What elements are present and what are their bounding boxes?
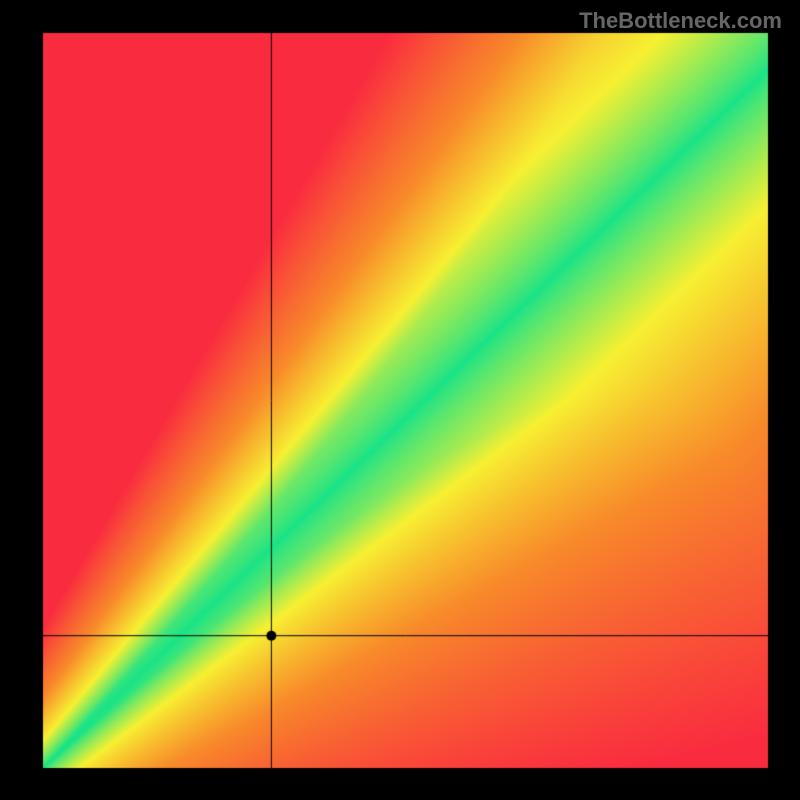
watermark-text: TheBottleneck.com [579,8,782,34]
bottleneck-heatmap [0,0,800,800]
